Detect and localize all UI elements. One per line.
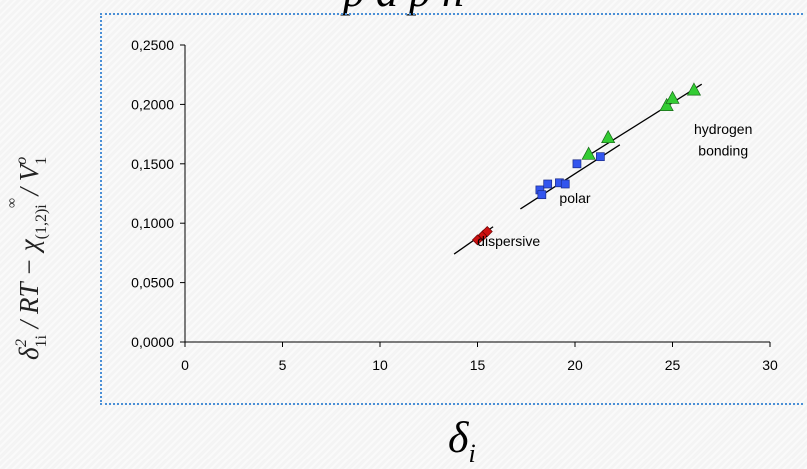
x-tick-label: 15 <box>470 357 486 373</box>
y-tick-label: 0,0000 <box>131 334 174 350</box>
ticks: 0 5 10 15 20 25 30 0,0000 0,0500 0,1000 0,1500 0,20… <box>131 37 778 373</box>
fit-line <box>585 84 702 158</box>
data-points <box>473 83 701 245</box>
y-tick-label: 0,2000 <box>131 96 174 112</box>
scatter-chart: 0 5 10 15 20 25 30 0,0000 0,0500 0,1000 0,1500 0,20… <box>0 0 807 459</box>
x-tick-label: 20 <box>567 357 583 373</box>
axes <box>185 45 770 342</box>
annotation-label: hydrogen <box>694 121 752 137</box>
annotation-label: polar <box>559 190 590 206</box>
y-tick-label: 0,1500 <box>131 156 174 172</box>
data-point-square <box>544 180 552 188</box>
data-point-square <box>596 153 604 161</box>
x-tick-label: 0 <box>181 357 189 373</box>
x-tick-label: 30 <box>762 357 778 373</box>
y-tick-label: 0,0500 <box>131 275 174 291</box>
annotations: dispersive polar hydrogen bonding <box>477 121 752 249</box>
data-point-triangle <box>602 131 615 143</box>
data-point-triangle <box>666 91 679 103</box>
data-point-square <box>573 160 581 168</box>
annotation-label: bonding <box>698 142 748 158</box>
x-axis-label: δi <box>448 412 476 469</box>
x-tick-label: 10 <box>372 357 388 373</box>
x-tick-label: 25 <box>665 357 681 373</box>
data-point-square <box>561 180 569 188</box>
data-point-triangle <box>687 83 700 95</box>
y-tick-label: 0,2500 <box>131 37 174 53</box>
annotation-label: dispersive <box>477 233 540 249</box>
x-tick-label: 5 <box>279 357 287 373</box>
y-tick-label: 0,1000 <box>131 215 174 231</box>
data-point-square <box>538 191 546 199</box>
